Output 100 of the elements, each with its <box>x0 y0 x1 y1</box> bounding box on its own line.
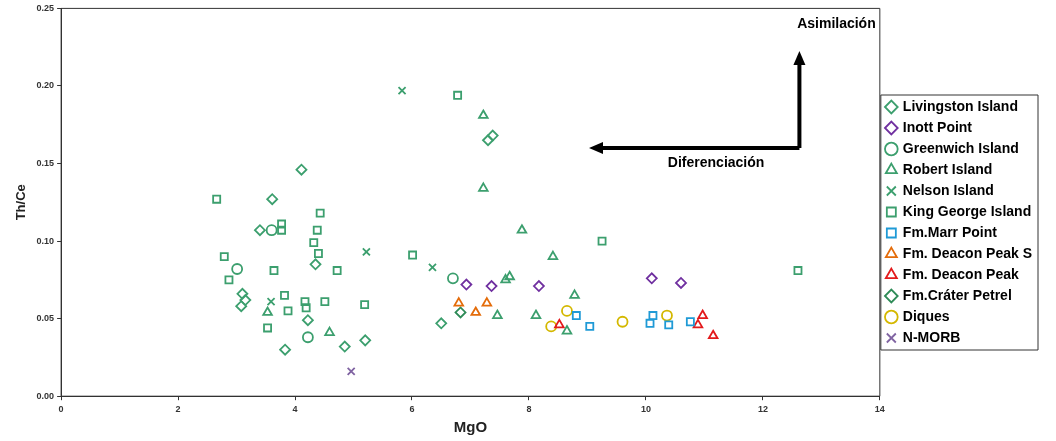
point <box>447 272 459 285</box>
point <box>470 306 481 316</box>
point <box>302 314 314 327</box>
legend-label: Fm. Deacon Peak <box>902 265 1019 282</box>
point <box>301 303 311 313</box>
point <box>597 236 607 246</box>
point <box>235 300 248 313</box>
point <box>485 280 498 292</box>
point <box>454 306 467 319</box>
point <box>313 249 323 258</box>
point <box>585 321 595 331</box>
legend-label: Greenwich Island <box>902 139 1019 156</box>
y-tick-label: 0.20 <box>36 80 55 91</box>
point <box>231 263 244 275</box>
point <box>263 323 272 333</box>
point <box>561 304 573 317</box>
point <box>309 238 319 248</box>
point <box>453 90 463 100</box>
annotation: Diferenciación <box>667 154 765 171</box>
legend-label: Livingston Island <box>902 97 1018 114</box>
point <box>533 280 545 292</box>
point <box>295 163 308 176</box>
y-tick-label: 0.10 <box>36 235 55 246</box>
point <box>324 326 335 336</box>
point <box>279 343 291 356</box>
point <box>360 300 370 310</box>
point <box>236 287 249 300</box>
point <box>361 247 371 257</box>
legend-label: Fm.Cráter Petrel <box>902 286 1012 303</box>
point <box>283 306 293 316</box>
point <box>460 278 473 291</box>
point <box>692 318 704 329</box>
legend-label: King George Island <box>902 202 1032 219</box>
point <box>664 320 674 330</box>
point <box>500 273 511 284</box>
x-axis-title: MgO <box>453 418 488 436</box>
point <box>482 134 494 147</box>
point <box>265 224 278 237</box>
annotation: Asimilación <box>797 14 876 31</box>
point <box>492 309 503 319</box>
y-tick-label: 0.00 <box>36 390 55 401</box>
point <box>645 272 658 285</box>
y-tick-label: 0.15 <box>36 158 55 168</box>
point <box>320 297 330 307</box>
point <box>486 129 499 142</box>
point <box>530 309 542 319</box>
x-tick-label: 10 <box>640 404 651 415</box>
point <box>428 263 437 272</box>
legend-label: Fm. Deacon Peak S <box>902 244 1033 261</box>
point <box>254 224 266 237</box>
point <box>545 320 558 333</box>
point <box>346 366 356 376</box>
point <box>661 309 673 322</box>
point <box>277 225 287 235</box>
point <box>239 294 252 306</box>
point <box>616 315 629 328</box>
point <box>224 275 234 285</box>
x-tick-label: 12 <box>757 404 768 415</box>
point <box>338 340 351 353</box>
point <box>478 182 489 192</box>
point <box>685 317 695 327</box>
legend-label: Diques <box>902 307 950 324</box>
point <box>408 250 418 260</box>
point <box>359 334 372 347</box>
legend-label: Robert Island <box>902 160 993 177</box>
point <box>302 331 314 344</box>
point <box>269 266 279 275</box>
point <box>707 329 719 340</box>
point <box>793 266 803 275</box>
point <box>645 318 655 328</box>
point <box>262 306 273 316</box>
point <box>478 109 489 119</box>
point <box>280 290 289 300</box>
point <box>516 224 528 234</box>
point <box>504 270 515 281</box>
point <box>300 297 310 307</box>
x-tick-label: 14 <box>874 404 885 415</box>
legend-label: Fm.Marr Point <box>902 223 998 240</box>
point <box>648 311 658 320</box>
y-axis-title: Th/Ce <box>13 184 29 221</box>
point <box>547 250 559 260</box>
point <box>332 266 342 275</box>
point <box>569 289 580 299</box>
point <box>266 193 279 206</box>
point <box>309 258 322 271</box>
point <box>219 252 229 262</box>
x-tick-label: 4 <box>292 404 298 415</box>
point <box>397 86 407 96</box>
y-tick-label: 0.25 <box>36 2 55 13</box>
point <box>277 219 287 229</box>
point <box>554 318 565 329</box>
x-tick-label: 6 <box>409 404 415 415</box>
point <box>266 297 276 307</box>
y-tick-label: 0.05 <box>36 313 55 324</box>
point <box>453 297 465 307</box>
point <box>212 194 222 204</box>
legend-label: Nelson Island <box>902 181 994 198</box>
x-tick-label: 0 <box>58 404 64 415</box>
point <box>697 309 708 319</box>
point <box>481 297 493 307</box>
